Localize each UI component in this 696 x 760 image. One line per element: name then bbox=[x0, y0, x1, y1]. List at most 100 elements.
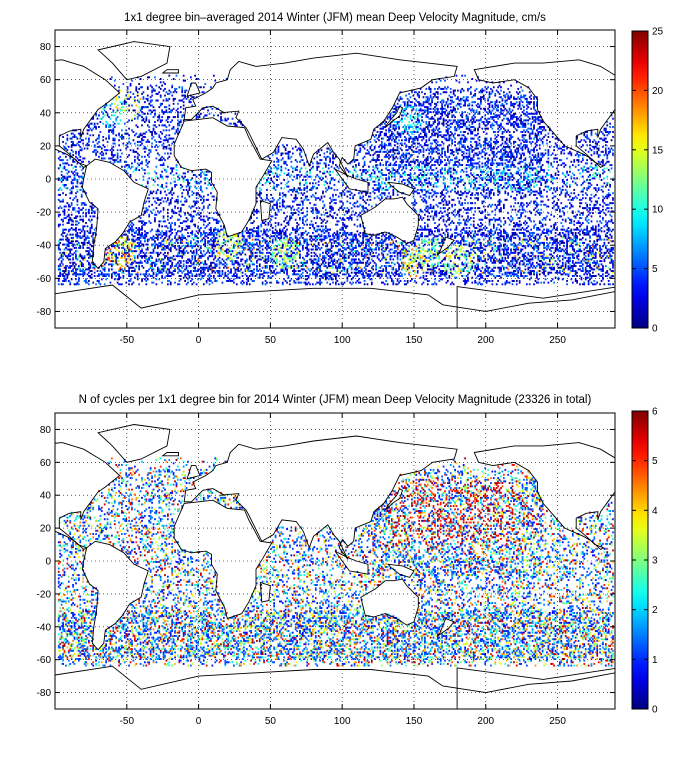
data-cell bbox=[320, 246, 323, 249]
data-cell bbox=[212, 266, 215, 269]
data-cell bbox=[151, 270, 153, 273]
data-cell bbox=[599, 268, 601, 271]
data-cell bbox=[82, 273, 85, 276]
data-cell bbox=[211, 261, 214, 264]
data-cell bbox=[336, 231, 339, 234]
data-cell bbox=[478, 250, 481, 253]
data-cell bbox=[537, 251, 540, 254]
data-cell bbox=[300, 233, 303, 236]
data-cell bbox=[136, 275, 139, 277]
data-cell bbox=[189, 250, 192, 253]
data-cell bbox=[604, 233, 607, 236]
data-cell bbox=[480, 276, 482, 279]
data-cell bbox=[480, 246, 482, 249]
data-cell bbox=[360, 241, 363, 244]
data-cell bbox=[472, 236, 475, 239]
data-cell bbox=[421, 241, 423, 244]
data-cell bbox=[459, 268, 462, 271]
data-cell bbox=[267, 241, 270, 244]
data-cell bbox=[281, 283, 284, 286]
data-cell bbox=[250, 256, 253, 259]
data-cell bbox=[299, 241, 301, 244]
data-cell bbox=[151, 256, 153, 259]
data-cell bbox=[261, 253, 264, 256]
data-cell bbox=[62, 255, 64, 258]
data-cell bbox=[167, 245, 169, 248]
data-cell bbox=[307, 275, 310, 277]
data-cell bbox=[200, 233, 202, 236]
data-cell bbox=[178, 263, 181, 266]
data-cell bbox=[244, 240, 247, 243]
data-cell bbox=[192, 238, 195, 241]
data-cell bbox=[279, 236, 281, 239]
data-cell bbox=[590, 228, 593, 231]
data-cell bbox=[57, 268, 60, 271]
data-cell bbox=[185, 238, 188, 241]
data-cell bbox=[208, 278, 211, 281]
data-cell bbox=[214, 231, 217, 234]
data-cell bbox=[380, 243, 383, 246]
data-cell bbox=[274, 256, 277, 259]
data-cell bbox=[299, 227, 301, 229]
data-cell bbox=[352, 251, 354, 254]
data-cell bbox=[561, 231, 564, 234]
data-cell bbox=[88, 279, 90, 282]
data-cell bbox=[62, 228, 64, 231]
data-cell bbox=[363, 250, 366, 253]
data-cell bbox=[277, 281, 280, 284]
data-cell bbox=[396, 270, 399, 273]
data-cell bbox=[428, 231, 431, 234]
data-cell bbox=[600, 251, 603, 254]
data-cell bbox=[503, 231, 505, 234]
data-cell bbox=[303, 238, 306, 241]
data-cell bbox=[435, 266, 438, 269]
data-cell bbox=[508, 236, 511, 239]
data-cell bbox=[392, 241, 395, 244]
data-cell bbox=[205, 251, 208, 254]
data-cell bbox=[235, 275, 238, 277]
data-cell bbox=[369, 261, 372, 264]
data-cell bbox=[223, 266, 225, 269]
data-cell bbox=[121, 251, 123, 254]
data-cell bbox=[469, 266, 472, 269]
data-cell bbox=[284, 261, 287, 264]
data-cell bbox=[182, 236, 185, 239]
data-cell bbox=[200, 273, 202, 276]
data-cell bbox=[92, 281, 95, 284]
data-cell bbox=[243, 236, 245, 239]
data-cell bbox=[248, 258, 251, 261]
data-cell bbox=[581, 270, 584, 273]
data-cell bbox=[365, 238, 367, 241]
data-cell bbox=[385, 246, 387, 249]
data-cell bbox=[118, 251, 120, 254]
data-cell bbox=[235, 253, 238, 256]
data-cell bbox=[281, 266, 284, 269]
data-cell bbox=[198, 230, 201, 233]
data-cell bbox=[304, 240, 307, 243]
data-cell bbox=[370, 243, 373, 246]
data-cell bbox=[477, 283, 479, 286]
data-cell bbox=[320, 240, 323, 243]
data-cell bbox=[138, 245, 141, 248]
data-cell bbox=[375, 263, 377, 266]
data-cell bbox=[317, 241, 320, 244]
data-cell bbox=[455, 225, 458, 228]
data-cell bbox=[603, 238, 606, 241]
data-cell bbox=[254, 275, 257, 277]
data-cell bbox=[370, 235, 373, 238]
data-cell bbox=[434, 281, 436, 284]
data-cell bbox=[373, 248, 376, 251]
data-cell bbox=[520, 275, 522, 277]
data-cell bbox=[274, 273, 277, 276]
data-cell bbox=[136, 273, 139, 276]
data-cell bbox=[118, 270, 120, 273]
data-cell bbox=[525, 241, 528, 244]
data-cell bbox=[363, 266, 366, 269]
data-cell bbox=[329, 265, 331, 268]
data-cell bbox=[200, 271, 202, 274]
data-cell bbox=[518, 228, 521, 231]
data-cell bbox=[70, 261, 73, 264]
data-cell bbox=[507, 256, 510, 259]
data-cell bbox=[481, 266, 484, 269]
data-cell bbox=[385, 243, 387, 246]
